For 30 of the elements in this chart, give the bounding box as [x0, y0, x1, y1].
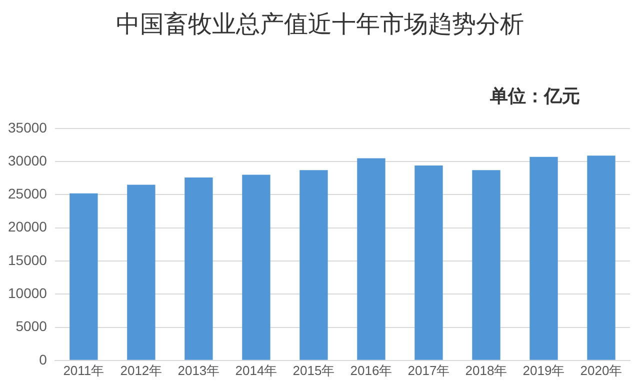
bar [184, 177, 213, 360]
y-tick-label: 15000 [8, 252, 48, 268]
x-tick-label: 2019年 [522, 362, 565, 378]
bar [242, 174, 270, 360]
y-tick-label: 25000 [8, 186, 48, 202]
bar [587, 156, 616, 360]
x-tick-label: 2011年 [63, 362, 104, 378]
bar [357, 158, 386, 360]
x-tick-label: 2018年 [465, 362, 508, 378]
y-tick-label: 0 [39, 351, 48, 368]
y-tick-label: 30000 [8, 152, 48, 168]
x-tick-label: 2013年 [178, 362, 220, 378]
bar [127, 184, 156, 360]
y-tick-label: 35000 [8, 119, 48, 136]
x-tick-label: 2014年 [235, 362, 278, 378]
bar [300, 170, 328, 360]
bar [70, 193, 98, 360]
x-tick-label: 2015年 [292, 362, 335, 378]
y-tick-label: 5000 [16, 318, 48, 334]
x-tick-label: 2020年 [580, 362, 622, 378]
text: 单位：亿元 [490, 85, 580, 108]
x-tick-label: 2012年 [120, 362, 162, 378]
y-tick-label: 10000 [8, 284, 48, 301]
bar [472, 170, 500, 360]
bar [530, 156, 558, 360]
chart-title: 中国畜牧业总产值近十年市场趋势分析 [115, 9, 525, 40]
x-tick-label: 2017年 [408, 362, 450, 378]
x-tick-label: 2016年 [350, 362, 392, 378]
bar [414, 166, 443, 360]
y-tick-label: 20000 [8, 218, 48, 235]
